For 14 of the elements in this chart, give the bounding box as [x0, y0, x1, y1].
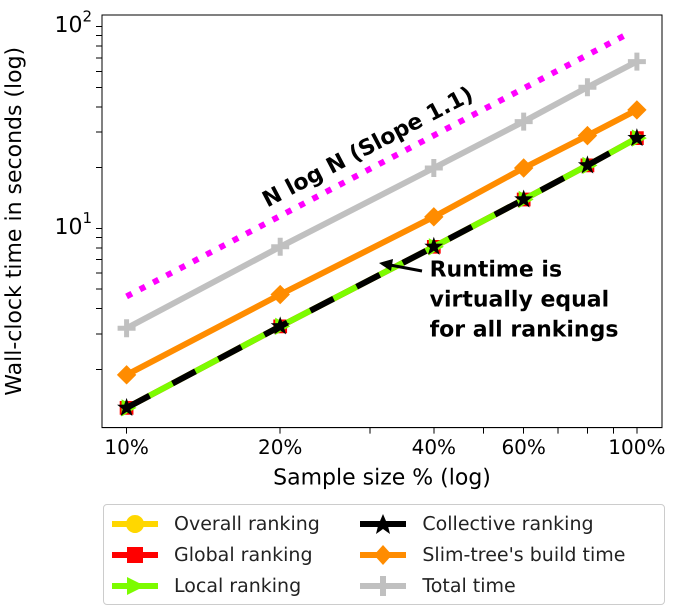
x-tick-label: 20% — [258, 434, 302, 459]
x-axis-title: Sample size % (log) — [273, 466, 491, 491]
x-tick-label: 60% — [501, 434, 546, 459]
legend-label: Global ranking — [174, 544, 313, 566]
legend-label: Collective ranking — [422, 512, 594, 534]
x-tick-label: 100% — [608, 434, 666, 459]
annotation: Runtime is virtually equal for all rankings — [430, 258, 618, 343]
legend-label: Total time — [422, 574, 516, 596]
x-tick-label: 10% — [104, 434, 149, 459]
x-tick-label: 40% — [412, 434, 456, 459]
y-axis-title: Wall-clock time in seconds (log) — [2, 46, 27, 396]
legend-label: Slim-tree's build time — [422, 544, 626, 566]
legend-label: Overall ranking — [174, 512, 320, 534]
legend-label: Local ranking — [174, 574, 302, 596]
